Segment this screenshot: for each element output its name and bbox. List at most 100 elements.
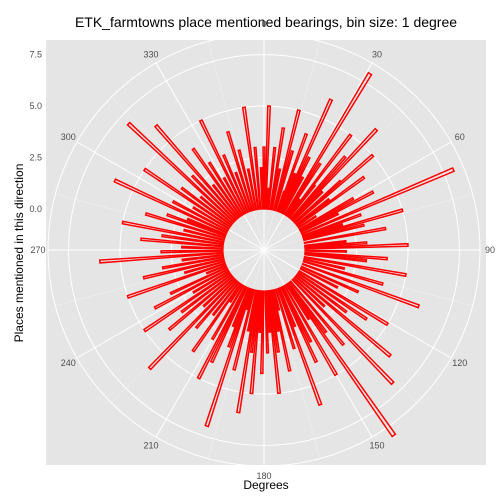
bar bbox=[285, 162, 322, 217]
bar bbox=[295, 273, 348, 314]
bar bbox=[246, 289, 258, 332]
bar bbox=[281, 285, 313, 344]
bar bbox=[304, 251, 388, 261]
bar bbox=[232, 288, 256, 371]
bar bbox=[300, 265, 360, 294]
bar bbox=[301, 213, 362, 238]
bar bbox=[198, 119, 248, 215]
bar bbox=[262, 146, 266, 210]
grid-lines bbox=[47, 33, 481, 467]
bar bbox=[280, 156, 311, 215]
bar bbox=[302, 208, 404, 240]
bar bbox=[191, 282, 242, 353]
bar bbox=[167, 275, 234, 332]
bar bbox=[298, 269, 390, 327]
angle-tick-label: 210 bbox=[143, 441, 158, 451]
bar bbox=[269, 127, 286, 211]
radial-tick-label: 2.5 bbox=[29, 152, 42, 162]
grid-spoke bbox=[55, 249, 265, 307]
bar bbox=[180, 186, 233, 227]
grid-spoke bbox=[76, 249, 265, 359]
bar bbox=[285, 283, 311, 321]
radial-tick-labels: 0.0 2.5 5.0 7.5 bbox=[29, 50, 42, 214]
bar bbox=[272, 109, 301, 212]
grid-spoke bbox=[263, 249, 373, 438]
grid-spoke bbox=[263, 249, 417, 403]
bar bbox=[183, 260, 226, 275]
bar bbox=[191, 147, 242, 218]
bar bbox=[296, 271, 368, 321]
bar bbox=[98, 251, 224, 264]
angle-tick-label: 120 bbox=[452, 358, 467, 368]
bar bbox=[166, 213, 227, 238]
bar bbox=[204, 288, 253, 428]
bar bbox=[295, 197, 331, 227]
bar bbox=[291, 190, 324, 223]
bar bbox=[113, 178, 228, 234]
bar bbox=[270, 168, 282, 211]
bar bbox=[302, 223, 365, 242]
grid-spoke bbox=[263, 193, 473, 251]
bar bbox=[299, 212, 340, 234]
bar bbox=[283, 71, 373, 216]
grid-spoke bbox=[263, 249, 473, 307]
bar bbox=[169, 266, 228, 296]
bar bbox=[209, 286, 248, 364]
angle-tick-label: 0 bbox=[261, 19, 266, 29]
bar bbox=[241, 106, 260, 211]
bar bbox=[304, 241, 368, 249]
bar bbox=[269, 289, 280, 333]
angle-tick-label: 300 bbox=[61, 132, 76, 142]
grid-spoke bbox=[155, 62, 265, 251]
bar bbox=[253, 146, 262, 210]
grid-ring bbox=[119, 105, 409, 395]
bar bbox=[287, 183, 317, 219]
bar bbox=[287, 281, 328, 334]
bar bbox=[153, 123, 239, 221]
bar bbox=[199, 195, 234, 225]
bar bbox=[192, 205, 230, 231]
bar bbox=[121, 220, 225, 244]
bar bbox=[293, 153, 375, 225]
bar bbox=[278, 172, 297, 213]
bar bbox=[228, 283, 243, 304]
angle-tick-label: 90 bbox=[485, 245, 495, 255]
bar bbox=[205, 264, 227, 275]
bar bbox=[299, 267, 339, 290]
bar bbox=[186, 217, 227, 236]
bar bbox=[304, 253, 368, 263]
bar bbox=[267, 290, 282, 395]
bar bbox=[153, 267, 229, 310]
bar bbox=[126, 121, 236, 224]
bar bbox=[281, 175, 305, 215]
bar bbox=[259, 290, 265, 375]
bars-layer bbox=[98, 71, 456, 438]
bar bbox=[227, 287, 252, 348]
bar bbox=[160, 249, 224, 254]
bar bbox=[222, 176, 246, 216]
bar bbox=[249, 289, 261, 354]
grid-ring-outer bbox=[47, 33, 481, 467]
bar bbox=[183, 228, 226, 242]
angle-tick-label: 180 bbox=[256, 471, 271, 481]
bar bbox=[196, 285, 247, 380]
bar bbox=[225, 130, 254, 212]
bar bbox=[289, 280, 346, 347]
bar bbox=[246, 168, 258, 211]
angle-tick-label: 150 bbox=[369, 441, 384, 451]
bar bbox=[292, 276, 326, 308]
bar bbox=[300, 166, 456, 236]
bar bbox=[180, 273, 233, 314]
bar bbox=[280, 286, 319, 364]
bar bbox=[126, 262, 227, 300]
grid-ring bbox=[170, 156, 358, 344]
bar bbox=[274, 149, 295, 212]
grid-spoke bbox=[263, 62, 373, 251]
bar bbox=[296, 175, 366, 228]
bar bbox=[304, 242, 409, 250]
bar bbox=[290, 127, 379, 222]
bar bbox=[272, 288, 281, 311]
angle-tick-labels: 0 30 60 90 120 150 180 210 240 270 300 330 bbox=[30, 19, 495, 481]
angle-tick-label: 270 bbox=[30, 245, 45, 255]
